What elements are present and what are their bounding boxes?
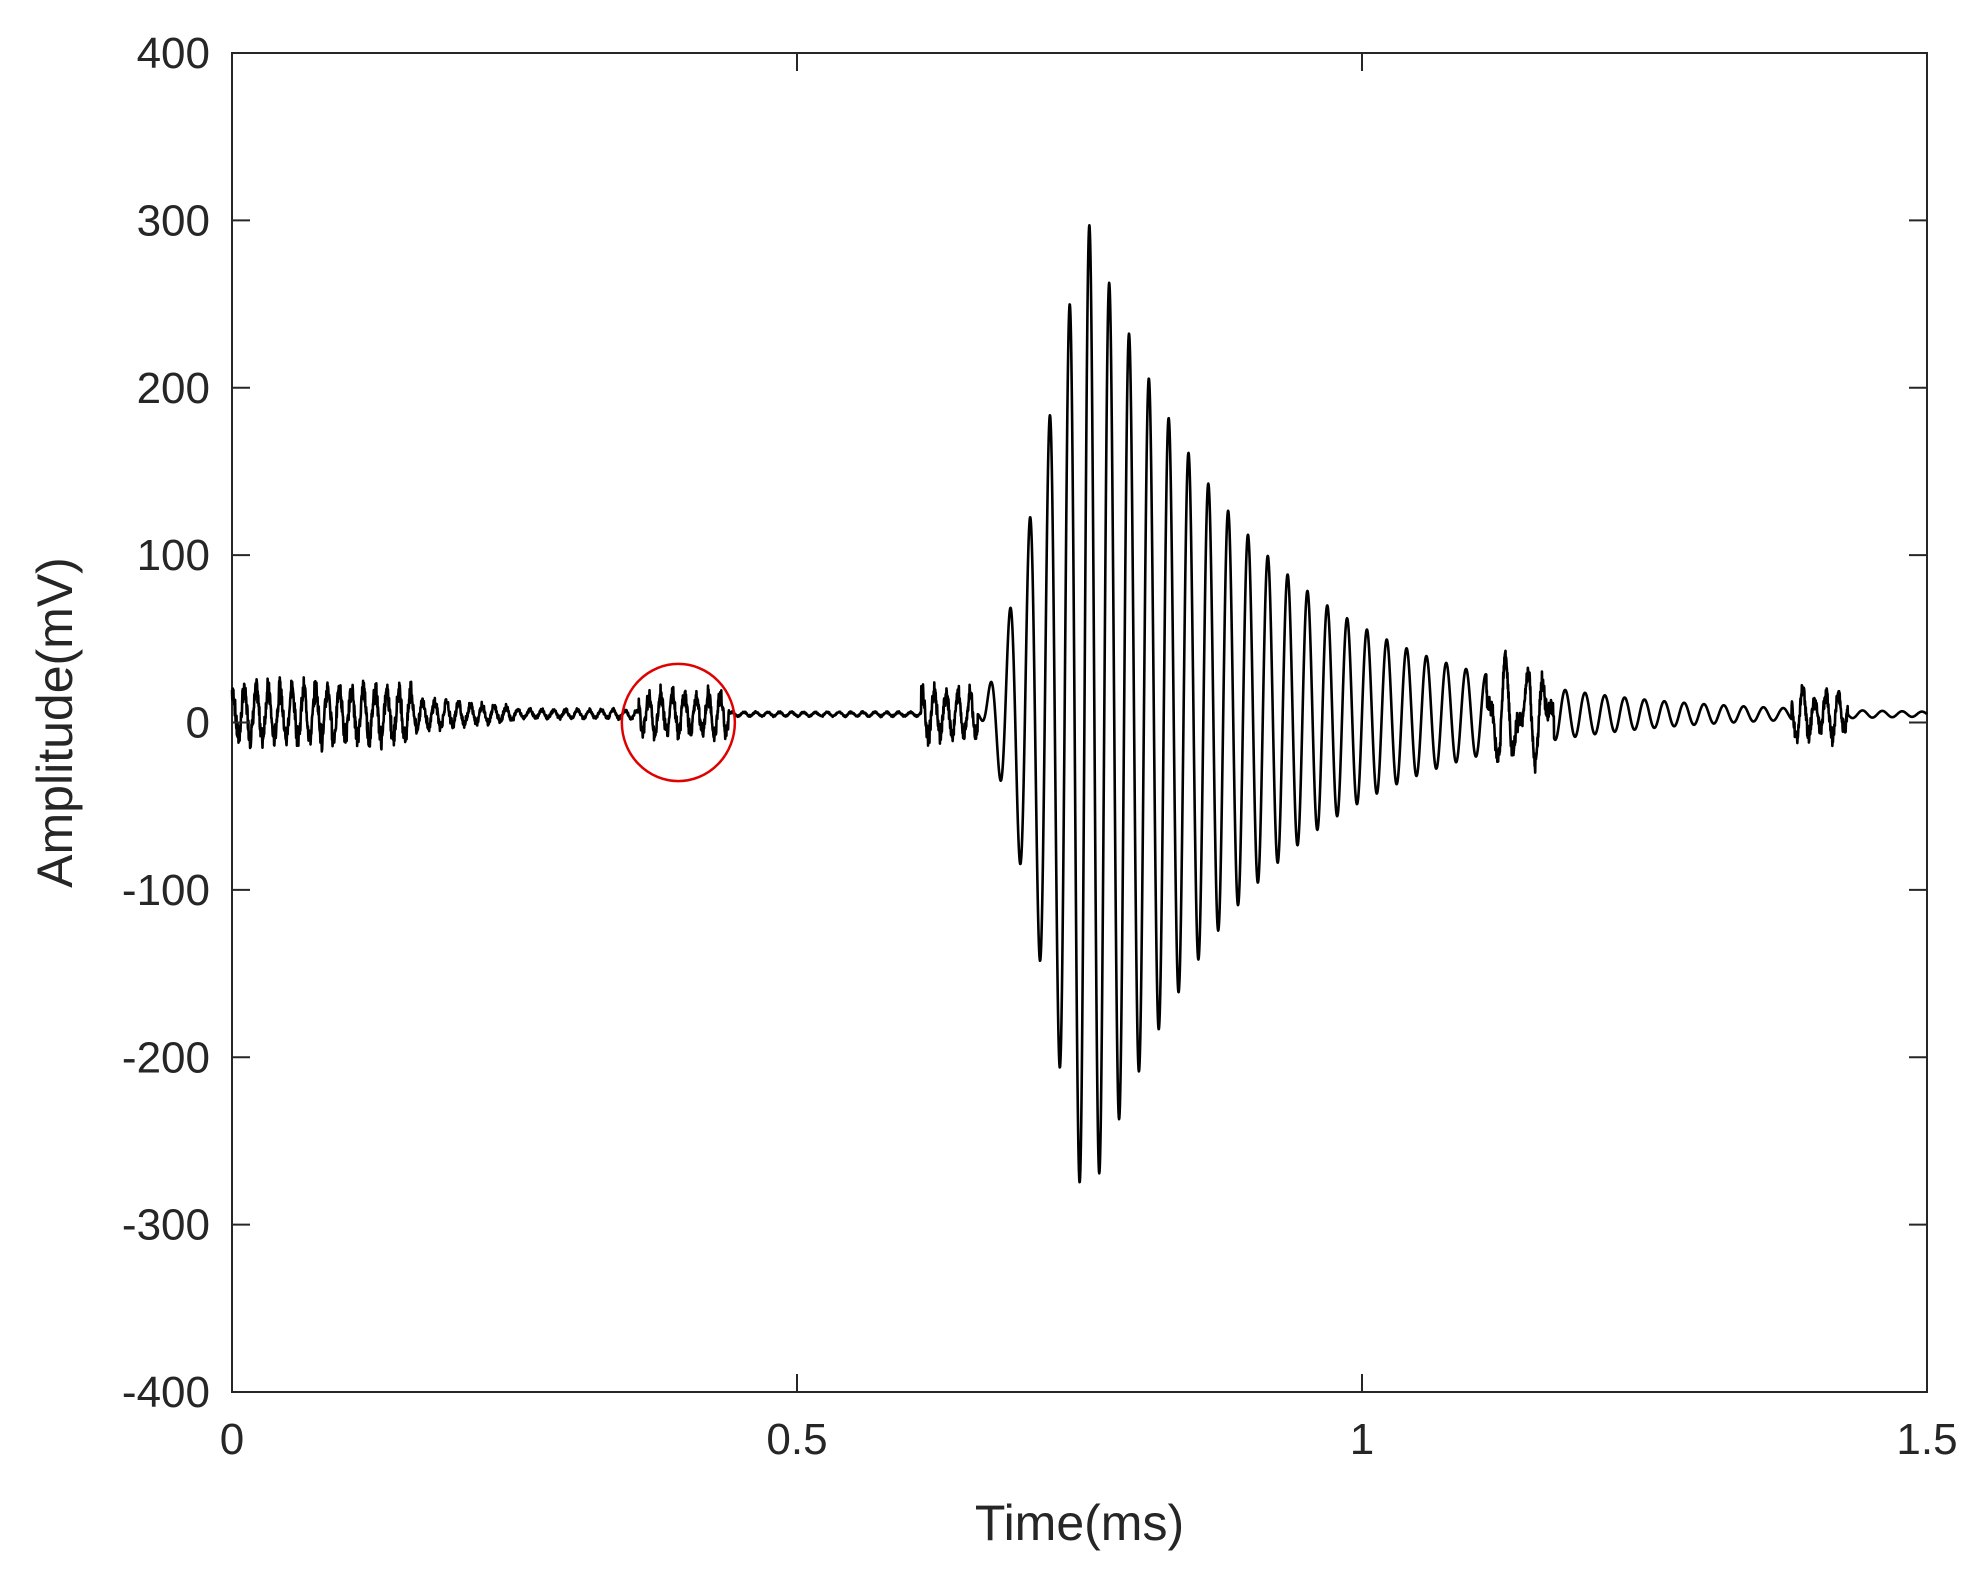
y-tick-label: -400 [122, 1368, 210, 1417]
y-axis-title: Amplitude(mV) [27, 557, 83, 888]
x-tick-label: 0 [220, 1415, 244, 1464]
y-tick-label: -200 [122, 1033, 210, 1082]
y-tick-label: 200 [137, 364, 210, 413]
y-tick-label: -300 [122, 1201, 210, 1250]
highlight-circle [620, 662, 737, 783]
x-tick-label: 0.5 [766, 1415, 827, 1464]
x-tick-label: 1 [1350, 1415, 1374, 1464]
y-tick-label: 300 [137, 196, 210, 245]
plot-area [230, 52, 1929, 1393]
signal-line [230, 223, 1929, 1184]
y-axis-ticks: 400 300 200 100 0 -100 -200 -300 -400 [122, 29, 1927, 1417]
x-tick-label: 1.5 [1896, 1415, 1957, 1464]
annotations [620, 662, 737, 783]
y-tick-label: -100 [122, 866, 210, 915]
signal-series [230, 223, 1929, 1184]
x-axis-ticks: 0 0.5 1 1.5 [220, 53, 1958, 1464]
y-tick-label: 400 [137, 29, 210, 78]
y-tick-label: 100 [137, 531, 210, 580]
x-axis-title: Time(ms) [975, 1495, 1184, 1551]
y-tick-label: 0 [186, 699, 210, 748]
